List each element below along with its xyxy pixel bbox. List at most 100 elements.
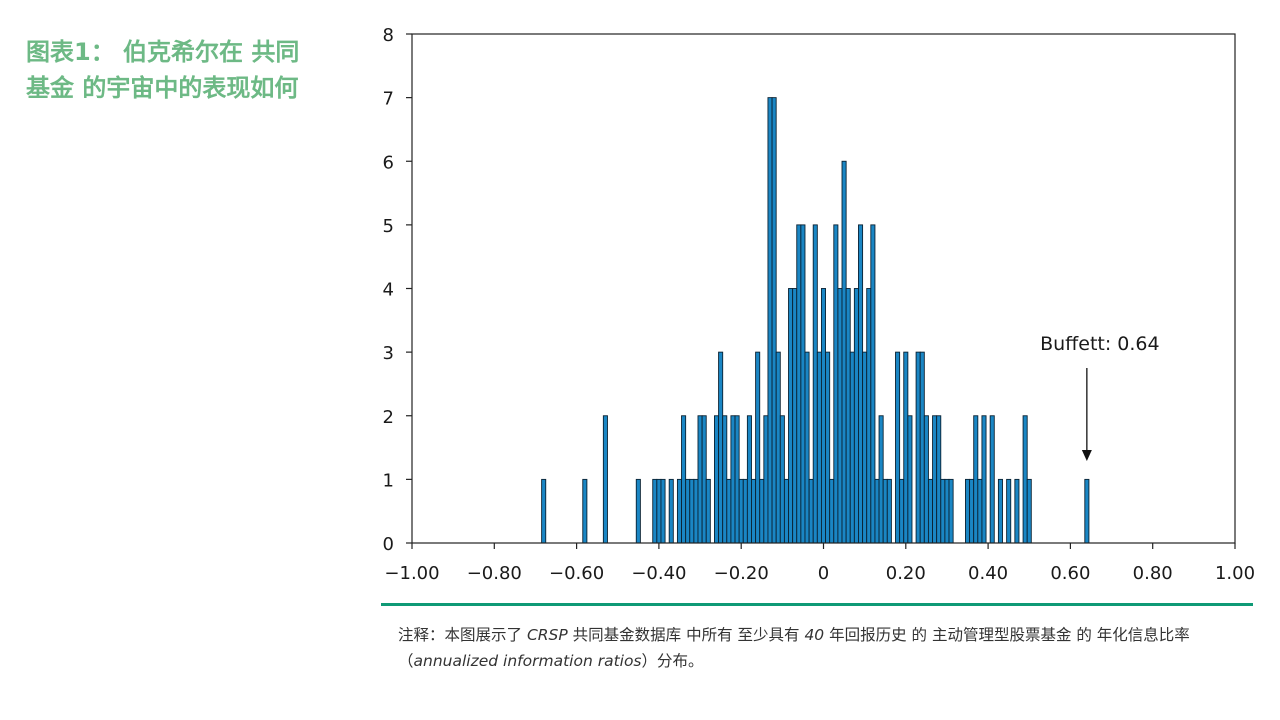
histogram-bar [635,478,641,544]
histogram-bar [903,351,909,544]
histogram-bar [656,478,662,544]
histogram-bar [746,415,752,544]
histogram-bar [965,478,971,544]
histogram-bar [870,224,876,544]
histogram-bar [977,478,983,544]
histogram-bar [969,478,975,544]
histogram-bar [820,288,827,544]
histogram-bar [763,415,769,544]
histogram-bar [783,478,789,544]
histogram-bar [837,288,843,544]
histogram-bar [936,415,942,544]
histogram-bar [808,478,814,544]
histogram-bar [792,288,798,544]
histogram-bar [989,415,995,544]
histogram-bar [779,415,785,544]
footnote-prefix: 注释：本图展示了 [398,626,527,644]
histogram-bar [845,288,851,544]
annotation-group: Buffett: 0.64 [1040,333,1160,461]
histogram-bar [751,478,757,544]
histogram-bar [997,478,1003,544]
histogram-bar [788,288,794,544]
chart-title: 图表1： 伯克希尔在 共同 基金 的宇宙中的表现如何 [26,34,336,106]
histogram-bar [944,478,950,544]
x-axis-ticks: −1.00 −0.80 −0.60 −0.40 −0.20 0 0.20 0.40 0.60 0.… [384,543,1255,584]
histogram-bar [816,351,822,544]
histogram-bar [812,224,818,544]
x-tick-label: −0.40 [631,563,686,584]
histogram-bar [676,478,682,544]
x-tick-label: 0.40 [968,563,1008,584]
footnote-mid1: 共同基金数据库 中所有 至少具有 [567,626,805,644]
histogram-bar [841,160,847,544]
footnote-source: CRSP [526,626,568,644]
y-tick-label: 1 [383,470,394,491]
x-tick-label: 0.20 [886,563,926,584]
histogram-bar [767,97,773,544]
histogram-bar [582,478,588,544]
histogram-bar [825,351,831,544]
histogram-bar [734,415,740,544]
histogram-bar [541,478,547,544]
y-tick-label: 2 [383,407,394,428]
histogram-bar [886,478,892,544]
footnote-suffix: ）分布。 [641,652,704,670]
histogram-bar [775,351,781,544]
histogram-bar [759,478,765,544]
histogram-bar [689,478,695,544]
histogram-bar [899,478,905,544]
bars-group [541,97,1090,544]
y-tick-label: 8 [383,25,394,46]
histogram-bar [693,478,699,544]
histogram-bar [981,415,987,544]
histogram-bar [668,478,674,544]
histogram-bar [849,351,855,544]
footer-divider [381,603,1253,606]
histogram-bar [833,224,839,544]
histogram-bar [796,224,802,544]
histogram-bar [697,415,703,544]
histogram-bar [907,415,913,544]
x-tick-label: −0.20 [714,563,769,584]
histogram-bar [701,415,707,544]
histogram-bar [726,478,732,544]
histogram-bar [915,351,921,544]
histogram-bar [882,478,888,544]
footnote-mid2: 年回报历史 的 主动管理型股票基金 的 年化信息比率（ [398,626,1190,670]
histogram-bar [718,351,724,544]
histogram-bar [874,478,880,544]
histogram-bar [919,351,925,544]
histogram-bar [895,351,901,544]
x-tick-label: −0.60 [549,563,604,584]
x-tick-label: −0.80 [467,563,522,584]
histogram-bar [940,478,946,544]
x-tick-label: 0.80 [1133,563,1173,584]
y-tick-label: 6 [383,152,394,173]
y-tick-label: 4 [383,280,394,301]
y-tick-label: 5 [383,216,394,237]
buffett-annotation-arrowhead [1081,450,1092,461]
footnote-term: annualized information ratios [413,652,642,670]
histogram-bar [771,97,777,544]
y-axis-ticks: 0 1 2 3 4 5 6 7 8 [383,25,412,555]
y-tick-label: 3 [383,343,394,364]
y-tick-label: 0 [383,534,394,555]
histogram-bar [714,415,720,544]
y-tick-label: 7 [383,89,394,110]
histogram-bar [866,288,872,544]
histogram-bar [858,224,864,544]
histogram-bar [804,351,810,544]
histogram-bar [927,478,933,544]
histogram-bar [973,415,979,544]
histogram-bar [705,478,711,544]
histogram-bar [755,351,761,544]
histogram-bar [932,415,938,544]
histogram-bar [1084,478,1090,544]
histogram-bar [722,415,728,544]
histogram-bar [738,478,744,544]
x-tick-label: −1.00 [384,563,439,584]
histogram-bar [660,478,666,544]
histogram-bar [1026,478,1032,544]
histogram-bar [948,478,954,544]
histogram-chart: −1.00 −0.80 −0.60 −0.40 −0.20 0 0.20 0.40 0.60 0.… [383,25,1255,584]
